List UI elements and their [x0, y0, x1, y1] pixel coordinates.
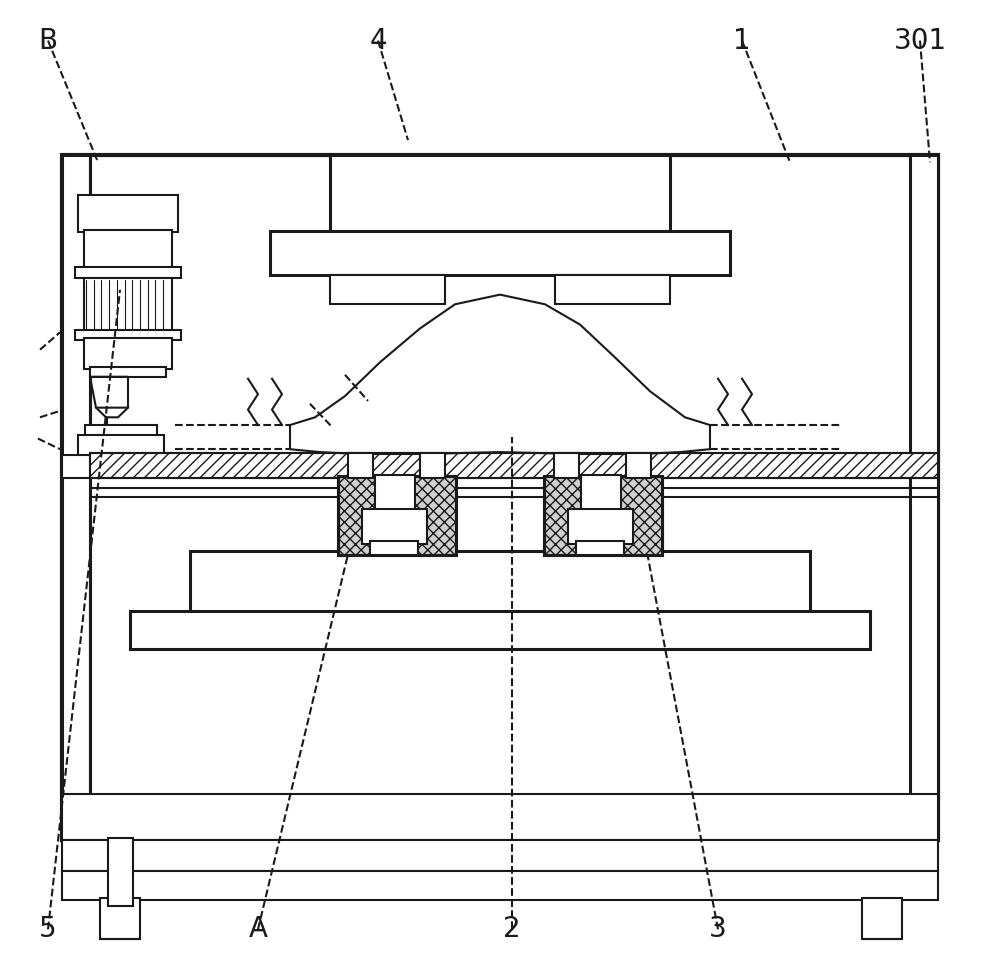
- Text: 5: 5: [39, 916, 57, 943]
- Bar: [78, 195, 178, 232]
- Bar: [338, 476, 456, 555]
- Text: 2: 2: [503, 916, 521, 943]
- Bar: [90, 367, 166, 377]
- Text: 1: 1: [733, 27, 751, 54]
- Bar: [62, 455, 90, 478]
- Bar: [330, 275, 445, 304]
- Bar: [108, 838, 133, 906]
- Bar: [420, 453, 445, 478]
- Bar: [75, 330, 181, 340]
- Text: 301: 301: [893, 27, 947, 54]
- Bar: [910, 155, 938, 840]
- Bar: [78, 435, 164, 458]
- Bar: [581, 475, 621, 512]
- Bar: [84, 230, 172, 270]
- Bar: [84, 338, 172, 369]
- Bar: [84, 278, 172, 333]
- Bar: [370, 541, 418, 555]
- Text: B: B: [38, 27, 58, 54]
- Bar: [338, 476, 456, 555]
- Bar: [270, 231, 730, 275]
- Bar: [190, 551, 810, 616]
- Bar: [100, 898, 140, 939]
- Bar: [348, 453, 373, 478]
- Bar: [375, 475, 415, 512]
- Bar: [75, 267, 181, 278]
- Bar: [626, 453, 651, 478]
- Text: 4: 4: [369, 27, 387, 54]
- Bar: [80, 456, 160, 468]
- Bar: [862, 898, 902, 939]
- Bar: [130, 611, 870, 649]
- Bar: [576, 541, 624, 555]
- Bar: [330, 155, 670, 232]
- Bar: [62, 155, 90, 840]
- Text: 3: 3: [709, 916, 727, 943]
- Bar: [544, 476, 662, 555]
- Bar: [544, 476, 662, 555]
- Bar: [568, 509, 633, 544]
- Bar: [62, 155, 938, 840]
- Bar: [554, 453, 579, 478]
- Bar: [62, 871, 938, 900]
- Bar: [362, 509, 427, 544]
- Bar: [555, 275, 670, 304]
- Text: A: A: [248, 916, 268, 943]
- Bar: [90, 453, 938, 478]
- Bar: [62, 794, 938, 840]
- Bar: [85, 425, 157, 437]
- Bar: [62, 840, 938, 871]
